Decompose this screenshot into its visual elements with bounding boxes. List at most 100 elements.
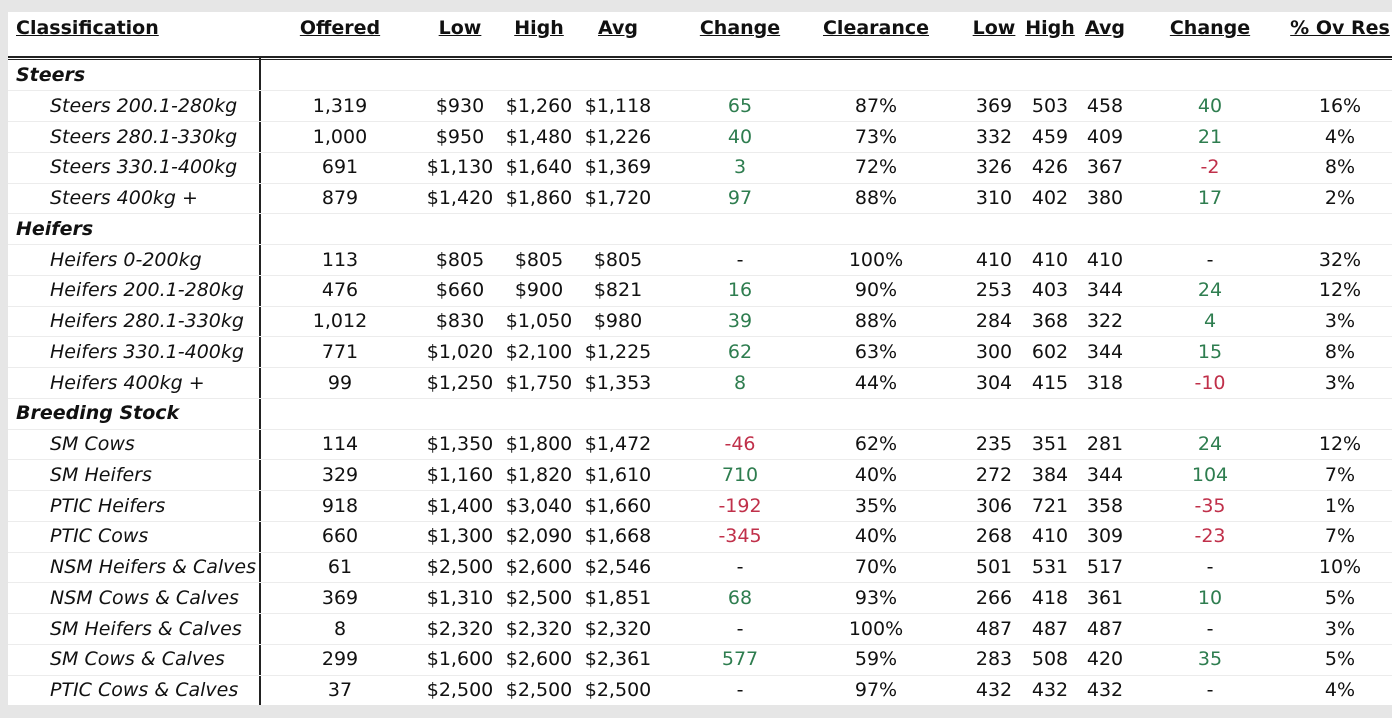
- cell: 3%: [1324, 371, 1356, 394]
- cell: $2,500: [505, 586, 573, 609]
- cell: 332: [975, 125, 1013, 148]
- cell: 660: [321, 525, 359, 548]
- cell: 7%: [1324, 525, 1356, 548]
- cell: $2,546: [584, 556, 652, 578]
- row-divider: [8, 121, 1392, 123]
- cell: 21: [1197, 125, 1223, 148]
- cell: 104: [1191, 463, 1229, 486]
- cell: 8%: [1324, 156, 1356, 179]
- cell: 344: [1086, 279, 1124, 302]
- cell: $1,260: [505, 94, 573, 117]
- cell: 73%: [854, 125, 898, 148]
- cell: 37: [327, 679, 353, 701]
- row-divider: [8, 182, 1392, 184]
- row-label: Steers 200.1-280kg: [50, 94, 238, 117]
- row-divider: [8, 90, 1392, 92]
- section-label: Steers: [16, 64, 86, 86]
- cell: $980: [593, 310, 643, 332]
- cell: $2,090: [505, 525, 573, 548]
- cell: 87%: [854, 94, 898, 117]
- row-label: Steers 400kg +: [50, 187, 198, 209]
- cell: -192: [718, 494, 762, 517]
- cell: 88%: [854, 187, 898, 209]
- column-header: High: [1025, 17, 1075, 39]
- cell: 326: [975, 156, 1013, 179]
- row-label: PTIC Cows: [50, 525, 149, 548]
- cell: 710: [721, 463, 759, 486]
- cell: $930: [435, 94, 485, 117]
- column-header: Low: [972, 17, 1016, 39]
- cell: 322: [1086, 310, 1124, 332]
- cell: $2,500: [584, 679, 652, 701]
- cell: $821: [593, 279, 643, 302]
- cell: 2%: [1324, 187, 1356, 209]
- cell: 361: [1086, 586, 1124, 609]
- cell: $1,369: [584, 156, 652, 179]
- cell: $660: [435, 279, 485, 302]
- cell: 272: [975, 463, 1013, 486]
- cell: $1,400: [426, 494, 494, 517]
- cell: -: [736, 617, 744, 640]
- row-label: SM Heifers: [50, 463, 152, 486]
- row-label: NSM Heifers & Calves: [50, 556, 256, 578]
- cell: 487: [1086, 617, 1124, 640]
- cell: $805: [593, 248, 643, 271]
- cell: 3: [733, 156, 747, 179]
- cell: $2,320: [505, 617, 573, 640]
- cell: 253: [975, 279, 1013, 302]
- cell: 283: [975, 648, 1013, 671]
- cell: 300: [975, 340, 1013, 363]
- column-header: Change: [699, 17, 781, 39]
- cell: 410: [1086, 248, 1124, 271]
- cell: 100%: [848, 248, 904, 271]
- cell: $1,640: [505, 156, 573, 179]
- cell: $1,226: [584, 125, 652, 148]
- cell: $1,472: [584, 433, 652, 455]
- cell: 3%: [1324, 310, 1356, 332]
- cell: 420: [1086, 648, 1124, 671]
- cell: $1,020: [426, 340, 494, 363]
- cell: $805: [514, 248, 564, 271]
- cell: 32%: [1318, 248, 1362, 271]
- row-divider: [8, 674, 1392, 676]
- cell: $1,800: [505, 433, 573, 455]
- column-header: High: [514, 17, 564, 39]
- cell: 44%: [854, 371, 898, 394]
- row-divider: [8, 274, 1392, 276]
- row-label: Steers 330.1-400kg: [50, 156, 238, 179]
- cell: 501: [975, 556, 1013, 578]
- cell: 8: [733, 371, 747, 394]
- cell: $1,130: [426, 156, 494, 179]
- row-label: Heifers 400kg +: [50, 371, 205, 394]
- cell: 410: [975, 248, 1013, 271]
- cell: 12%: [1318, 279, 1362, 302]
- cell: 351: [1031, 433, 1069, 455]
- cell: $2,361: [584, 648, 652, 671]
- cell: 304: [975, 371, 1013, 394]
- cell: 369: [975, 94, 1013, 117]
- cell: 369: [321, 586, 359, 609]
- cell: 61: [327, 556, 353, 578]
- cell: 309: [1086, 525, 1124, 548]
- cell: 62: [727, 340, 753, 363]
- cell: 8%: [1324, 340, 1356, 363]
- cell: 329: [321, 463, 359, 486]
- cell: $1,118: [584, 94, 652, 117]
- cell: 476: [321, 279, 359, 302]
- cell: 403: [1031, 279, 1069, 302]
- cell: 368: [1031, 310, 1069, 332]
- cell: $900: [514, 279, 564, 302]
- row-divider: [8, 551, 1392, 553]
- cell: 409: [1086, 125, 1124, 148]
- cell: 59%: [854, 648, 898, 671]
- row-label: Heifers 0-200kg: [50, 248, 202, 271]
- cell: 384: [1031, 463, 1069, 486]
- cell: 459: [1031, 125, 1069, 148]
- cell: 12%: [1318, 433, 1362, 455]
- cell: $805: [435, 248, 485, 271]
- cell: $1,660: [584, 494, 652, 517]
- cell: 918: [321, 494, 359, 517]
- cell: $1,353: [584, 371, 652, 394]
- cell: $2,320: [426, 617, 494, 640]
- cell: 691: [321, 156, 359, 179]
